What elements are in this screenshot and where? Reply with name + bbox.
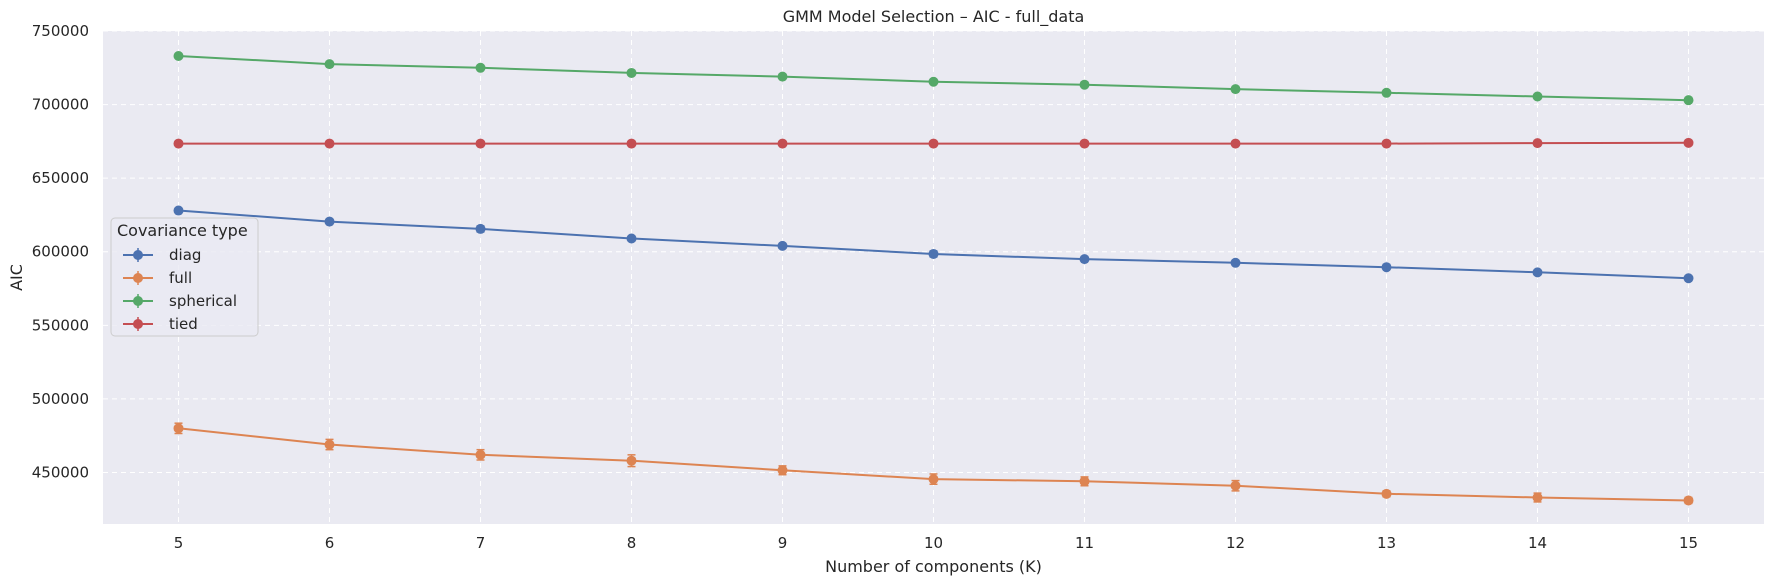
legend-swatch-marker (133, 273, 143, 283)
data-point-tied (1381, 138, 1392, 149)
data-point-spherical (1532, 91, 1543, 102)
x-tick-label: 13 (1377, 534, 1396, 552)
y-tick-label: 500000 (32, 390, 89, 408)
data-point-full (324, 439, 335, 450)
y-tick-label: 650000 (32, 169, 89, 187)
data-point-tied (324, 138, 335, 149)
y-tick-label: 700000 (32, 96, 89, 114)
data-point-diag (475, 223, 486, 234)
x-tick-label: 9 (778, 534, 788, 552)
data-point-spherical (777, 71, 788, 82)
x-axis-ticks: 5 6 7 8 9 10 11 12 13 14 15 (174, 534, 1698, 552)
legend-entry-spherical: spherical (123, 292, 237, 310)
y-tick-label: 750000 (32, 22, 89, 40)
legend-title: Covariance type (117, 221, 248, 240)
data-point-tied (626, 138, 637, 149)
y-tick-label: 600000 (32, 243, 89, 261)
data-point-tied (1683, 137, 1694, 148)
legend: Covariance type diag full spherical tied (110, 217, 259, 337)
data-point-full (1683, 495, 1694, 506)
series-tied (173, 137, 1694, 149)
legend-swatch-marker (133, 319, 143, 329)
data-point-diag (1532, 267, 1543, 278)
data-point-full (1381, 488, 1392, 499)
data-point-full (173, 423, 184, 434)
data-point-tied (1532, 138, 1543, 149)
y-tick-label: 450000 (32, 463, 89, 481)
y-axis-label: AIC (7, 264, 26, 291)
series-layer (173, 51, 1694, 506)
series-spherical (173, 51, 1694, 106)
data-point-diag (173, 205, 184, 216)
data-point-tied (475, 138, 486, 149)
data-point-tied (173, 138, 184, 149)
data-point-spherical (475, 62, 486, 73)
x-tick-label: 12 (1226, 534, 1245, 552)
data-point-tied (777, 138, 788, 149)
data-point-diag (928, 248, 939, 259)
data-point-spherical (1230, 84, 1241, 95)
x-tick-label: 5 (174, 534, 184, 552)
data-point-spherical (626, 67, 637, 78)
data-point-diag (1381, 262, 1392, 273)
x-tick-label: 6 (325, 534, 335, 552)
data-point-diag (1230, 257, 1241, 268)
y-axis-ticks: 450000 500000 550000 600000 650000 700000 7500… (32, 22, 89, 481)
data-point-full (777, 465, 788, 476)
data-point-full (1079, 476, 1090, 487)
data-point-full (475, 449, 486, 460)
legend-label: diag (169, 246, 201, 264)
data-point-spherical (1079, 79, 1090, 90)
y-tick-label: 550000 (32, 316, 89, 334)
legend-entry-tied: tied (123, 315, 198, 333)
data-point-diag (1683, 273, 1694, 284)
data-point-spherical (173, 51, 184, 62)
data-point-spherical (928, 76, 939, 87)
data-point-diag (626, 233, 637, 244)
data-point-spherical (324, 59, 335, 70)
x-tick-label: 11 (1075, 534, 1094, 552)
x-tick-label: 10 (924, 534, 943, 552)
data-point-tied (928, 138, 939, 149)
legend-swatch-marker (133, 296, 143, 306)
data-point-full (1532, 492, 1543, 503)
chart-title: GMM Model Selection – AIC - full_data (783, 7, 1085, 27)
data-point-full (626, 455, 637, 466)
data-point-tied (1230, 138, 1241, 149)
legend-label: full (169, 269, 192, 287)
x-tick-label: 15 (1679, 534, 1698, 552)
data-point-diag (324, 216, 335, 227)
legend-label: tied (169, 315, 198, 333)
legend-entry-diag: diag (123, 246, 201, 264)
data-point-spherical (1381, 87, 1392, 98)
x-axis-label: Number of components (K) (825, 557, 1042, 576)
data-point-tied (1079, 138, 1090, 149)
legend-entry-full: full (123, 269, 192, 287)
data-point-full (1230, 480, 1241, 491)
series-diag (173, 205, 1694, 284)
x-tick-label: 7 (476, 534, 486, 552)
x-tick-label: 14 (1528, 534, 1547, 552)
legend-swatch-marker (133, 250, 143, 260)
data-point-diag (1079, 254, 1090, 265)
x-tick-label: 8 (627, 534, 637, 552)
data-point-spherical (1683, 95, 1694, 106)
data-point-full (928, 474, 939, 485)
data-point-diag (777, 240, 788, 251)
legend-box (110, 217, 259, 337)
legend-label: spherical (169, 292, 237, 310)
series-full (173, 422, 1694, 506)
